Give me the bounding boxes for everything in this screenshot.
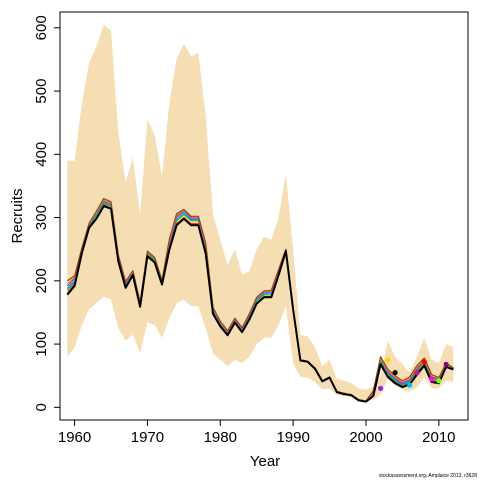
x-tick-label-1960: 1960 bbox=[58, 429, 91, 446]
x-tick-label-2010: 2010 bbox=[422, 429, 455, 446]
x-tick-label-1990: 1990 bbox=[276, 429, 309, 446]
x-axis-title: Year bbox=[250, 453, 280, 470]
data-point-7 bbox=[429, 376, 435, 382]
data-point-8 bbox=[436, 378, 442, 384]
x-tick-label-1980: 1980 bbox=[204, 429, 237, 446]
plot-frame bbox=[59, 11, 469, 421]
series-line-main bbox=[66, 205, 454, 403]
data-point-3 bbox=[392, 370, 398, 376]
confidence-band bbox=[67, 24, 454, 401]
source-caption: stockassessment.org, Amplaice 2013, r362… bbox=[379, 473, 477, 479]
y-tick-label-400: 400 bbox=[33, 142, 50, 167]
y-tick-label-300: 300 bbox=[33, 205, 50, 230]
y-tick-label-0: 0 bbox=[33, 403, 50, 411]
y-tick-label-600: 600 bbox=[33, 15, 50, 40]
y-axis: 0 100 200 300 400 500 600 bbox=[33, 15, 60, 412]
y-tick-label-200: 200 bbox=[33, 268, 50, 293]
data-point-5 bbox=[414, 370, 420, 376]
confidence-band-layer bbox=[67, 24, 454, 401]
data-point-6 bbox=[421, 359, 427, 365]
y-axis-title: Recruits bbox=[9, 188, 26, 243]
data-point-4 bbox=[407, 382, 413, 388]
series-line-retro-6 bbox=[66, 198, 454, 402]
x-tick-label-1970: 1970 bbox=[131, 429, 164, 446]
y-tick-label-500: 500 bbox=[33, 79, 50, 104]
data-point-2 bbox=[385, 357, 391, 363]
series-lines-layer bbox=[66, 198, 454, 403]
x-tick-label-2000: 2000 bbox=[349, 429, 382, 446]
x-axis: 1960 1970 1980 1990 2000 2010 bbox=[58, 420, 456, 446]
data-point-9 bbox=[443, 361, 449, 367]
end-points-layer bbox=[378, 357, 449, 391]
data-point-1 bbox=[378, 385, 384, 391]
y-tick-label-100: 100 bbox=[33, 332, 50, 357]
